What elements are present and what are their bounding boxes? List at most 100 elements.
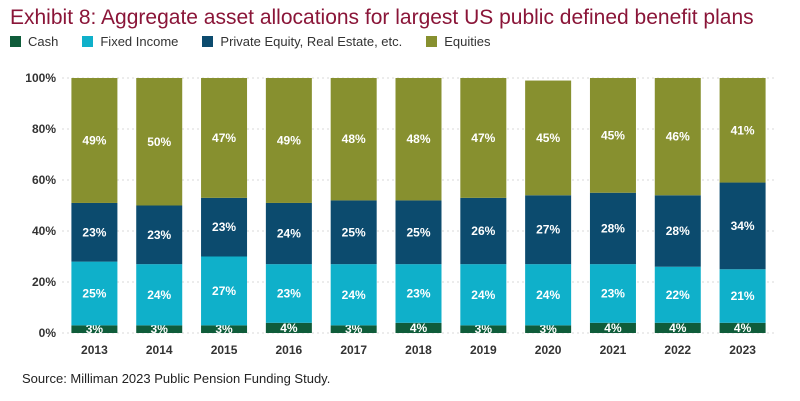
bar-segment bbox=[654, 78, 701, 196]
data-label: 24% bbox=[277, 227, 301, 241]
x-tick-label: 2015 bbox=[211, 343, 238, 357]
bar-segment bbox=[654, 322, 701, 333]
bar-segment bbox=[136, 78, 183, 206]
bar-segment bbox=[654, 266, 701, 323]
y-tick-label: 100% bbox=[25, 71, 56, 85]
bar-segment bbox=[265, 202, 312, 265]
x-tick-label: 2023 bbox=[729, 343, 756, 357]
data-label: 23% bbox=[82, 225, 106, 239]
bar-segment bbox=[136, 264, 183, 326]
legend-label-private-equity: Private Equity, Real Estate, etc. bbox=[220, 34, 403, 49]
bar-segment bbox=[395, 78, 442, 201]
data-label: 3% bbox=[151, 322, 169, 336]
bar-segment bbox=[71, 325, 118, 333]
legend-item-equities: Equities bbox=[426, 34, 491, 49]
bar-segment bbox=[265, 78, 312, 203]
x-tick-label: 2016 bbox=[276, 343, 303, 357]
bar-segment bbox=[719, 322, 766, 333]
y-tick-label: 0% bbox=[39, 326, 57, 340]
bar-segment bbox=[136, 325, 183, 333]
bar-segment bbox=[460, 197, 507, 265]
data-label: 25% bbox=[342, 225, 366, 239]
bar-segment bbox=[525, 325, 572, 333]
x-tick-label: 2018 bbox=[405, 343, 432, 357]
legend-swatch-fixed-income bbox=[82, 36, 94, 47]
bar-segment bbox=[201, 325, 248, 333]
chart-title: Exhibit 8: Aggregate asset allocations f… bbox=[10, 6, 754, 29]
data-label: 28% bbox=[601, 221, 625, 235]
data-label: 41% bbox=[731, 123, 755, 137]
data-label: 25% bbox=[406, 225, 430, 239]
bar-segment bbox=[460, 78, 507, 198]
legend-label-equities: Equities bbox=[444, 34, 491, 49]
data-label: 23% bbox=[212, 220, 236, 234]
data-label: 4% bbox=[604, 321, 622, 335]
x-tick-label: 2022 bbox=[664, 343, 691, 357]
bar-segment bbox=[589, 322, 636, 333]
bar-segment bbox=[201, 197, 248, 257]
data-label: 23% bbox=[601, 286, 625, 300]
data-label: 47% bbox=[471, 131, 495, 145]
legend-item-cash: Cash bbox=[10, 34, 58, 49]
data-label: 45% bbox=[601, 128, 625, 142]
bar-segment bbox=[330, 264, 377, 326]
legend-label-fixed-income: Fixed Income bbox=[100, 34, 179, 49]
y-tick-label: 20% bbox=[32, 275, 56, 289]
data-label: 26% bbox=[471, 224, 495, 238]
bar-segment bbox=[265, 264, 312, 323]
source-note: Source: Milliman 2023 Public Pension Fun… bbox=[22, 371, 331, 386]
data-label: 49% bbox=[82, 133, 106, 147]
bar-segment bbox=[136, 205, 183, 265]
data-label: 49% bbox=[277, 133, 301, 147]
bar-segment bbox=[330, 200, 377, 265]
x-tick-label: 2017 bbox=[340, 343, 367, 357]
x-tick-label: 2020 bbox=[535, 343, 562, 357]
data-label: 23% bbox=[147, 228, 171, 242]
legend-swatch-private-equity bbox=[202, 36, 214, 47]
data-label: 4% bbox=[734, 321, 752, 335]
data-label: 4% bbox=[280, 321, 298, 335]
data-label: 24% bbox=[536, 288, 560, 302]
x-tick-label: 2021 bbox=[600, 343, 627, 357]
x-tick-label: 2013 bbox=[81, 343, 108, 357]
x-tick-label: 2014 bbox=[146, 343, 173, 357]
bar-segment bbox=[395, 322, 442, 333]
data-label: 21% bbox=[731, 289, 755, 303]
legend-swatch-cash bbox=[10, 36, 21, 47]
legend-item-fixed-income: Fixed Income bbox=[82, 34, 178, 49]
bar-segment bbox=[719, 78, 766, 183]
y-tick-label: 60% bbox=[32, 173, 56, 187]
bar-segment bbox=[201, 256, 248, 326]
data-label: 46% bbox=[666, 130, 690, 144]
bar-segment bbox=[525, 195, 572, 265]
bar-segment bbox=[330, 325, 377, 333]
bar-segment bbox=[71, 261, 118, 326]
data-label: 24% bbox=[471, 288, 495, 302]
data-label: 50% bbox=[147, 135, 171, 149]
bar-segment bbox=[71, 78, 118, 203]
bar-segment bbox=[525, 80, 572, 196]
data-label: 23% bbox=[277, 286, 301, 300]
data-label: 28% bbox=[666, 224, 690, 238]
legend-swatch-equities bbox=[426, 36, 438, 47]
data-label: 4% bbox=[410, 321, 428, 335]
data-label: 3% bbox=[475, 322, 493, 336]
x-tick-label: 2019 bbox=[470, 343, 497, 357]
data-label: 27% bbox=[212, 284, 236, 298]
bar-segment bbox=[460, 325, 507, 333]
data-label: 48% bbox=[406, 132, 430, 146]
legend-item-private-equity: Private Equity, Real Estate, etc. bbox=[202, 34, 402, 49]
bar-segment bbox=[719, 269, 766, 323]
bar-segment bbox=[395, 264, 442, 323]
data-label: 3% bbox=[345, 322, 363, 336]
data-label: 34% bbox=[731, 219, 755, 233]
data-label: 48% bbox=[342, 132, 366, 146]
data-label: 24% bbox=[342, 288, 366, 302]
data-label: 22% bbox=[666, 288, 690, 302]
bar-segment bbox=[460, 264, 507, 326]
bar-segment bbox=[654, 195, 701, 267]
y-tick-label: 80% bbox=[32, 122, 56, 136]
data-label: 45% bbox=[536, 131, 560, 145]
data-label: 24% bbox=[147, 288, 171, 302]
